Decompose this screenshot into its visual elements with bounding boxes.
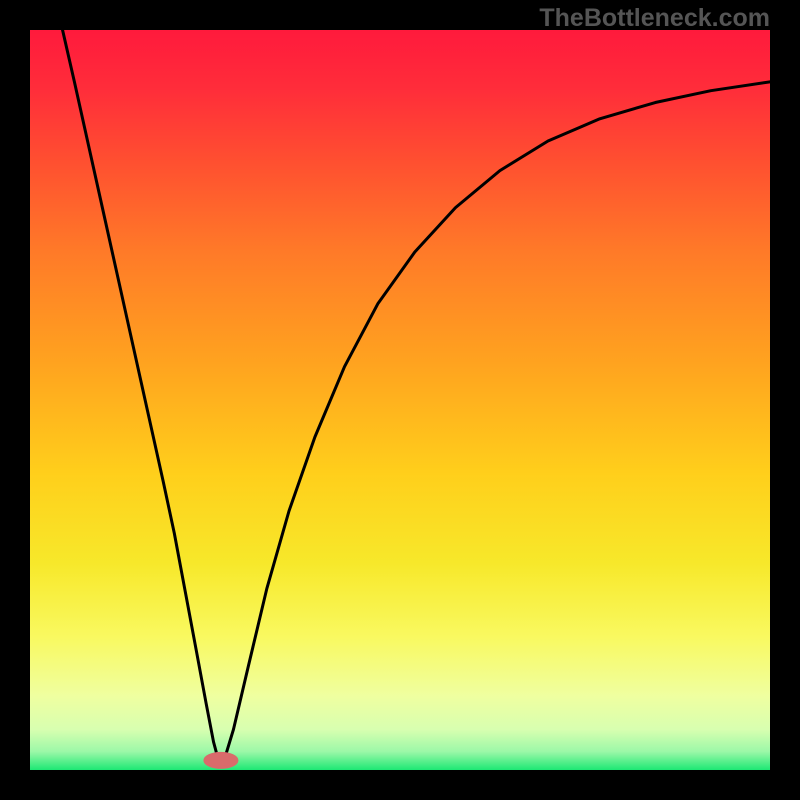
optimal-point-marker [204,752,238,768]
chart-container: TheBottleneck.com [0,0,800,800]
plot-area [30,30,770,770]
chart-svg [30,30,770,770]
watermark-text: TheBottleneck.com [539,4,770,33]
gradient-background [30,30,770,770]
